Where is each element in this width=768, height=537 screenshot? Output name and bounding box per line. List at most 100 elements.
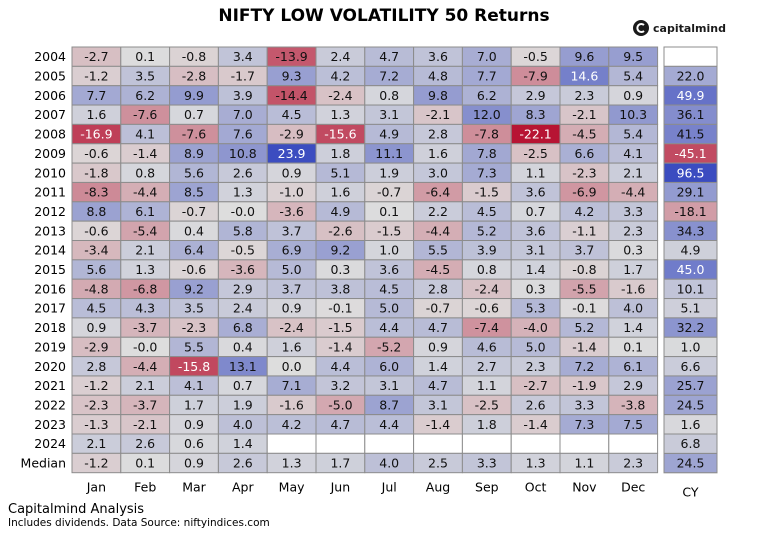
cell-value-label: 0.6 [184, 436, 204, 451]
cell-value-label: 0.4 [233, 339, 253, 354]
cell-value-label: -1.2 [84, 456, 108, 471]
cell-value-label: 3.6 [526, 223, 546, 238]
cell-value-label: 4.7 [428, 320, 448, 335]
cell-value-label: 7.2 [574, 359, 594, 374]
cell-value-label: 2.5 [428, 456, 448, 471]
row-label: 2018 [34, 320, 66, 335]
cy-value-label: 34.3 [677, 223, 705, 238]
cell-value-label: 2.3 [623, 223, 643, 238]
cell-value-label: 5.0 [379, 301, 399, 316]
cell-value-label: 0.3 [526, 281, 546, 296]
cell-value-label: -3.4 [84, 243, 108, 258]
cell-value-label: 7.8 [477, 146, 497, 161]
cell-value-label: 2.1 [623, 165, 643, 180]
cell-value-label: -5.4 [133, 223, 157, 238]
cell-value-label: -6.9 [572, 185, 596, 200]
heatmap-cell [315, 433, 366, 454]
cell-value-label: -1.5 [475, 185, 499, 200]
cell-value-label: 4.5 [477, 204, 497, 219]
cell-value-label: 7.1 [282, 378, 302, 393]
heatmap-cell [266, 433, 317, 454]
row-label: 2008 [34, 127, 66, 142]
cell-value-label: -0.5 [523, 49, 547, 64]
cell-value-label: 2.6 [233, 456, 253, 471]
logo-text: capitalmind [653, 21, 726, 35]
cell-value-label: 7.3 [574, 417, 594, 432]
cell-value-label: 5.0 [282, 262, 302, 277]
cell-value-label: 3.5 [135, 69, 155, 84]
cell-value-label: 0.1 [379, 204, 399, 219]
cell-value-label: 3.4 [233, 49, 253, 64]
cell-value-label: -4.5 [426, 262, 450, 277]
cell-value-label: 2.3 [574, 88, 594, 103]
cell-value-label: 3.7 [282, 223, 302, 238]
row-label: 2019 [34, 339, 66, 354]
cell-value-label: 5.2 [574, 320, 594, 335]
heatmap-cell [608, 452, 659, 474]
cell-value-label: -1.0 [279, 185, 303, 200]
cell-value-label: 0.1 [135, 49, 155, 64]
cell-value-label: 3.6 [526, 185, 546, 200]
cell-value-label: -14.4 [275, 88, 307, 103]
cell-value-label: 9.9 [184, 88, 204, 103]
row-label: 2023 [34, 417, 66, 432]
cell-value-label: 9.2 [330, 243, 350, 258]
month-tick-label: May [279, 480, 305, 495]
cell-value-label: -2.1 [133, 417, 157, 432]
cell-value-label: 5.5 [184, 339, 204, 354]
month-tick-label: Apr [232, 480, 254, 495]
cell-value-label: -13.9 [275, 49, 307, 64]
row-label: 2016 [34, 281, 66, 296]
cell-value-label: -2.7 [523, 378, 547, 393]
cy-value-label: 45.0 [677, 262, 705, 277]
cell-value-label: 9.5 [623, 49, 643, 64]
cell-value-label: 3.1 [526, 243, 546, 258]
row-label: 2020 [34, 359, 66, 374]
cell-value-label: 3.9 [477, 243, 497, 258]
cell-value-label: 1.7 [184, 397, 204, 412]
cell-value-label: 6.6 [574, 146, 594, 161]
heatmap-cell [510, 433, 561, 454]
cell-value-label: 3.5 [184, 301, 204, 316]
cell-value-label: 1.0 [379, 243, 399, 258]
cell-value-label: 2.4 [330, 49, 350, 64]
cell-value-label: 2.1 [135, 378, 155, 393]
row-label: 2010 [34, 165, 66, 180]
cell-value-label: 6.8 [233, 320, 253, 335]
cell-value-label: -1.5 [377, 223, 401, 238]
cell-value-label: 1.1 [477, 378, 497, 393]
cell-value-label: -1.3 [84, 417, 108, 432]
cell-value-label: -0.7 [377, 185, 401, 200]
cell-value-label: -1.2 [84, 378, 108, 393]
cell-value-label: -16.9 [80, 127, 112, 142]
cell-value-label: -2.4 [475, 281, 499, 296]
cell-value-label: 5.1 [330, 165, 350, 180]
cell-value-label: 4.1 [184, 378, 204, 393]
cell-value-label: 1.6 [86, 107, 106, 122]
cell-value-label: -4.4 [133, 359, 157, 374]
cell-value-label: -2.5 [475, 397, 499, 412]
cell-value-label: 1.9 [233, 397, 253, 412]
cy-median-value-label: 24.5 [677, 456, 705, 471]
cell-value-label: 5.6 [184, 165, 204, 180]
cell-value-label: 4.4 [330, 359, 350, 374]
cell-value-label: 0.8 [477, 262, 497, 277]
cell-value-label: 0.9 [282, 301, 302, 316]
cell-value-label: 0.9 [428, 339, 448, 354]
month-tick-label: Jul [381, 480, 397, 495]
row-label: 2006 [34, 88, 66, 103]
row-label: 2024 [34, 436, 66, 451]
cell-value-label: 23.9 [278, 146, 306, 161]
cell-value-label: 6.2 [477, 88, 497, 103]
cy-value-label: 5.1 [681, 301, 701, 316]
cell-value-label: 5.2 [477, 223, 497, 238]
cell-value-label: 5.4 [623, 127, 643, 142]
cell-value-label: 0.3 [330, 262, 350, 277]
cell-value-label: -2.4 [279, 320, 303, 335]
cell-value-label: 0.9 [282, 165, 302, 180]
cell-value-label: 0.7 [184, 107, 204, 122]
cell-value-label: 4.7 [428, 378, 448, 393]
cell-value-label: -1.5 [328, 320, 352, 335]
cell-value-label: -2.1 [426, 107, 450, 122]
cell-value-label: 0.7 [526, 204, 546, 219]
